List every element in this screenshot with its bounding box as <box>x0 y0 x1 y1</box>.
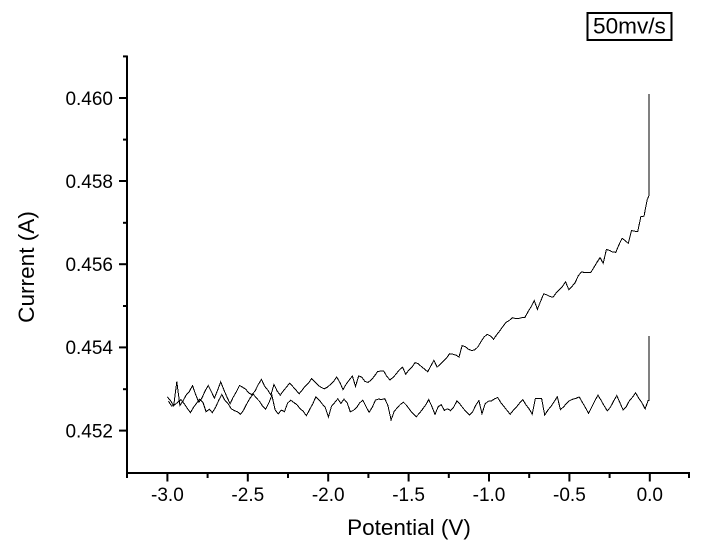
svg-text:Current (A): Current (A) <box>14 211 39 323</box>
svg-text:0.456: 0.456 <box>65 255 113 276</box>
svg-text:-3.0: -3.0 <box>151 485 184 506</box>
svg-text:-1.5: -1.5 <box>392 485 425 506</box>
svg-text:Potential (V): Potential (V) <box>347 515 471 540</box>
svg-text:0.452: 0.452 <box>65 421 113 442</box>
svg-text:-0.5: -0.5 <box>553 485 586 506</box>
svg-text:0.458: 0.458 <box>65 172 113 193</box>
svg-text:0.454: 0.454 <box>65 338 113 359</box>
svg-text:0.0: 0.0 <box>637 485 663 506</box>
svg-text:0.460: 0.460 <box>65 89 113 110</box>
svg-text:-1.0: -1.0 <box>473 485 506 506</box>
svg-text:50mv/s: 50mv/s <box>593 14 666 39</box>
svg-text:-2.0: -2.0 <box>312 485 345 506</box>
svg-text:-2.5: -2.5 <box>231 485 264 506</box>
